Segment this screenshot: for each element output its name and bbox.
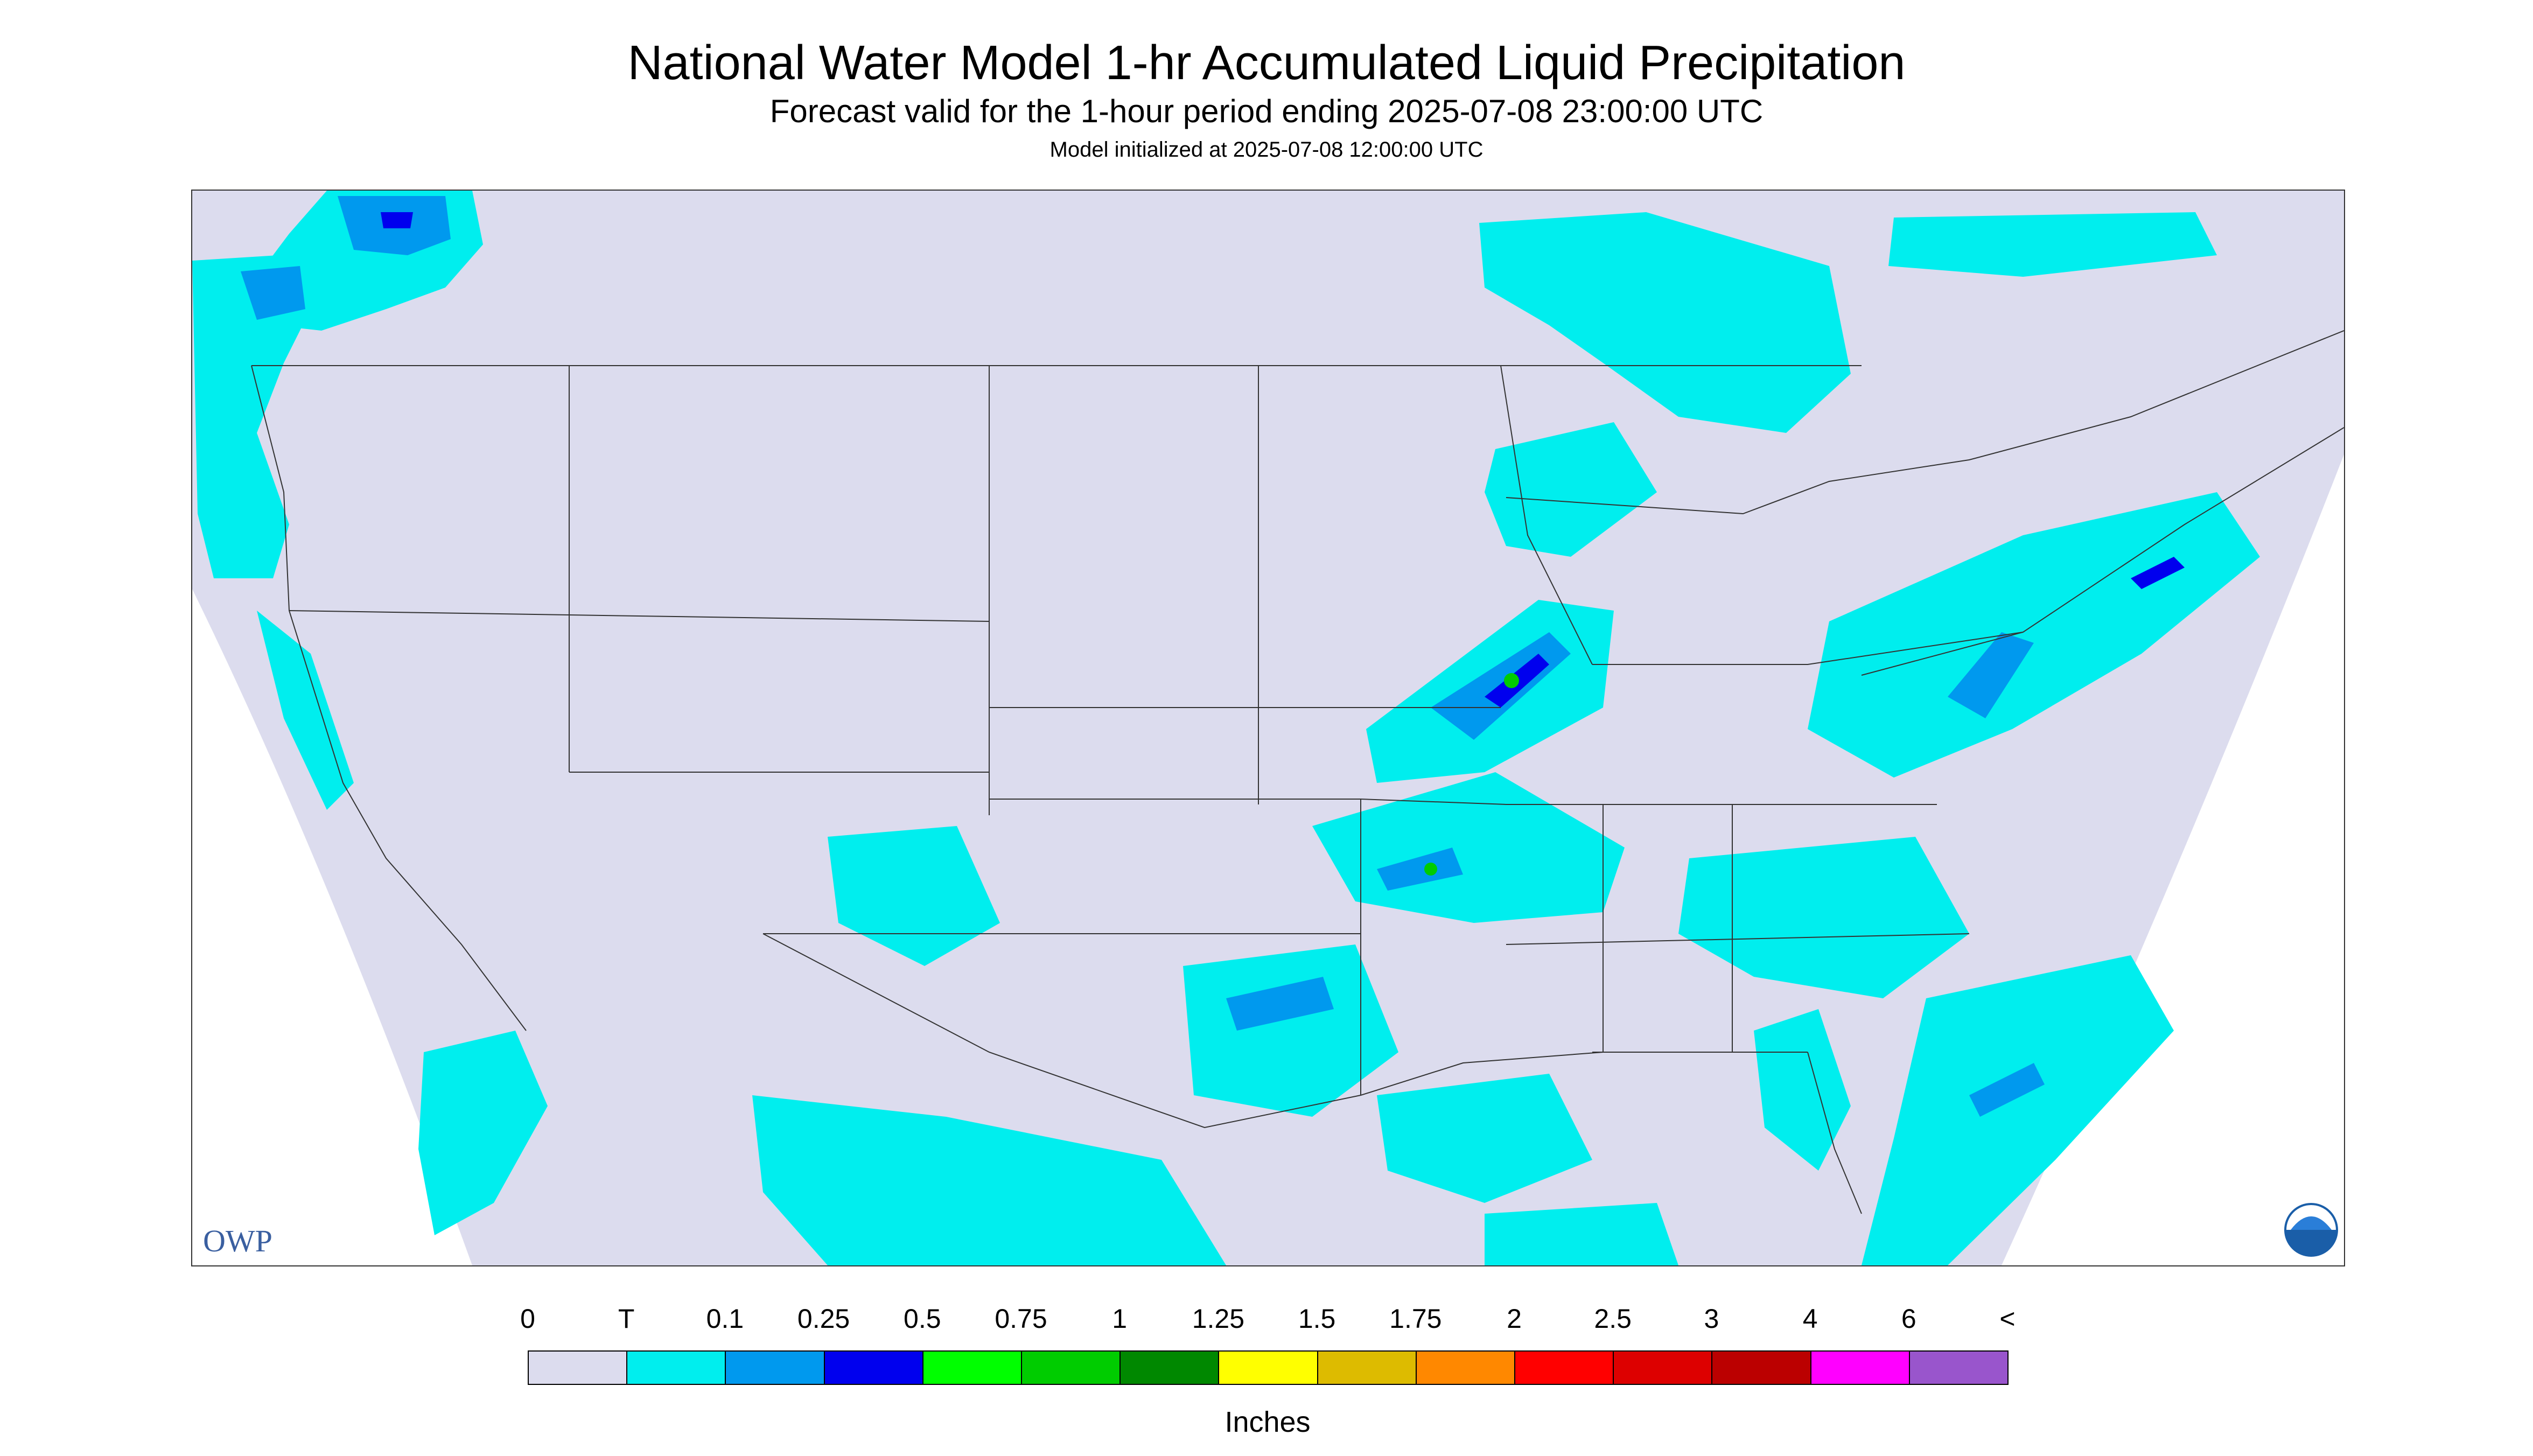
legend-swatch xyxy=(1908,1350,2009,1385)
precip-area-texas-gulf-light xyxy=(1226,977,1334,1031)
precipitation-map: OWP xyxy=(191,190,2345,1266)
legend-swatch xyxy=(725,1350,825,1385)
precip-area-texas-gulf xyxy=(1183,944,1398,1117)
legend-swatch xyxy=(922,1350,1022,1385)
precip-area-mexico xyxy=(752,1095,1226,1265)
chart-subtitle: Forecast valid for the 1-hour period end… xyxy=(769,93,1764,129)
precip-area-gulf xyxy=(1377,1074,1592,1203)
precip-core-arkansas xyxy=(1424,863,1437,876)
precip-area-ontario xyxy=(1479,212,1851,433)
legend: 0 T 0.1 0.25 0.5 0.75 1 1.25 1.5 1.75 2 2.5 3 4 6 < Inch… xyxy=(520,1303,2016,1438)
precip-area-bc-mod xyxy=(381,212,413,228)
chart-title: National Water Model 1-hr Accumulated Li… xyxy=(627,36,1906,90)
legend-swatch xyxy=(1119,1350,1220,1385)
precip-area-wisconsin xyxy=(1485,422,1657,557)
legend-tick-label: 1.75 xyxy=(1389,1304,1442,1334)
precip-area-southeast xyxy=(1678,837,1969,998)
legend-tick-label: 0.5 xyxy=(904,1304,941,1334)
legend-tick-label: 2 xyxy=(1507,1304,1522,1334)
legend-tick-label: 0.25 xyxy=(797,1304,850,1334)
precip-area-pacific-strip xyxy=(257,611,354,810)
legend-swatch xyxy=(823,1350,923,1385)
precip-area-northeast-light xyxy=(1948,632,2034,718)
precip-area-northeast xyxy=(1808,492,2260,778)
legend-tick-label: 0.1 xyxy=(706,1304,744,1334)
legend-swatch xyxy=(1613,1350,1713,1385)
precip-area-pacific-south xyxy=(418,1031,548,1235)
legend-tick-label: 0.75 xyxy=(995,1304,1047,1334)
legend-tick-label: 1.25 xyxy=(1192,1304,1245,1334)
legend-units: Inches xyxy=(1224,1406,1311,1438)
precip-area-northeast-mod xyxy=(2131,557,2185,589)
model-domain xyxy=(192,191,2344,1265)
map-canvas: OWP xyxy=(192,191,2344,1265)
legend-tick-label: 6 xyxy=(1901,1304,1916,1334)
owp-logo: OWP xyxy=(203,1223,272,1258)
legend-swatch xyxy=(626,1350,726,1385)
legend-swatch xyxy=(1218,1350,1318,1385)
owp-logo-text: OWP xyxy=(203,1223,272,1258)
precip-area-pacific-nw xyxy=(192,255,316,578)
legend-tick-label: 1.5 xyxy=(1298,1304,1336,1334)
legend-swatch xyxy=(1021,1350,1121,1385)
boundaries xyxy=(251,330,2344,1214)
noaa-logo xyxy=(2284,1203,2338,1257)
precip-area-caribbean xyxy=(1485,1203,1678,1265)
legend-tick-label: 0 xyxy=(520,1304,535,1334)
precip-area-atlantic xyxy=(1862,955,2174,1265)
precip-area-atlantic-light xyxy=(1969,1063,2045,1117)
legend-tick-label: 1 xyxy=(1112,1304,1128,1334)
legend-tick-label: 3 xyxy=(1704,1304,1719,1334)
precip-area-pacific-nw-light xyxy=(241,266,305,320)
legend-tick-label: < xyxy=(1999,1304,2016,1334)
legend-tick-label: 4 xyxy=(1802,1304,1818,1334)
precip-area-new-mexico xyxy=(828,826,1000,966)
precip-core-illinois xyxy=(1504,673,1519,688)
legend-swatch xyxy=(1514,1350,1614,1385)
precip-area-quebec xyxy=(1888,212,2217,277)
legend-tick-label: T xyxy=(618,1304,635,1334)
legend-swatch xyxy=(1711,1350,1811,1385)
legend-tick-label: 2.5 xyxy=(1594,1304,1632,1334)
precip-area-arkansas-light xyxy=(1377,848,1463,891)
model-init-text: Model initialized at 2025-07-08 12:00:00… xyxy=(1049,138,1484,162)
precip-area-florida xyxy=(1754,1009,1851,1171)
legend-swatch xyxy=(1810,1350,1910,1385)
legend-swatch xyxy=(1415,1350,1515,1385)
legend-swatch xyxy=(1317,1350,1417,1385)
legend-swatch xyxy=(528,1350,628,1385)
precip-areas xyxy=(192,191,2260,1265)
